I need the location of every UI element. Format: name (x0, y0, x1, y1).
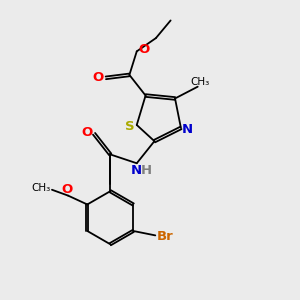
Text: H: H (141, 164, 152, 176)
Text: O: O (61, 183, 72, 196)
Text: O: O (81, 126, 92, 139)
Text: O: O (138, 44, 149, 56)
Text: N: N (130, 164, 141, 176)
Text: CH₃: CH₃ (31, 183, 50, 193)
Text: Br: Br (156, 230, 173, 243)
Text: N: N (182, 123, 193, 136)
Text: O: O (93, 71, 104, 84)
Text: CH₃: CH₃ (190, 77, 209, 87)
Text: S: S (125, 120, 135, 133)
